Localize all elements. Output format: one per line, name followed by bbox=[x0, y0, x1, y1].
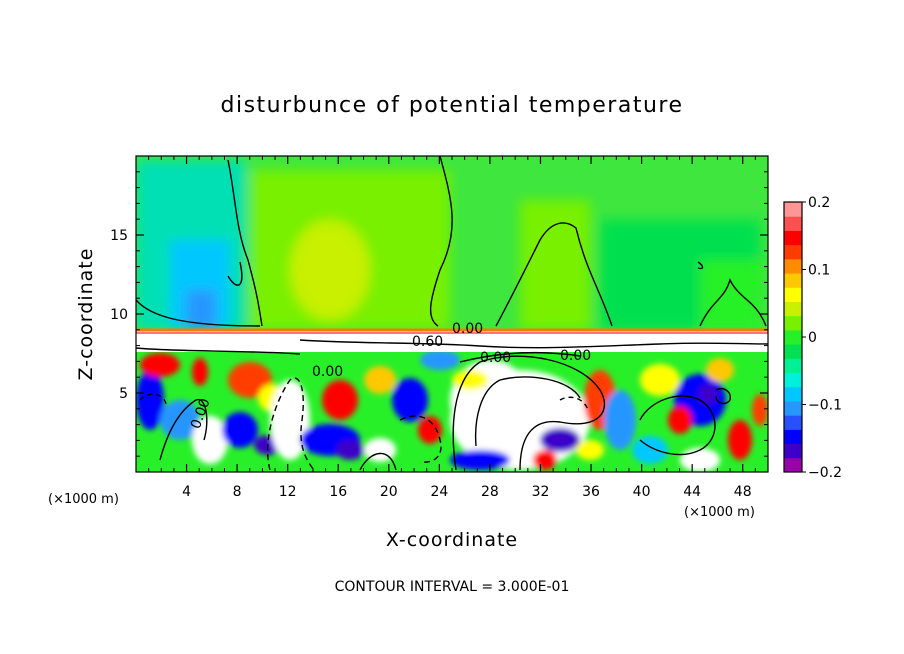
field-blob bbox=[533, 450, 557, 470]
field-blob bbox=[222, 412, 258, 448]
colorbar-swatch bbox=[784, 344, 802, 359]
colorbar-tick-label: 0.2 bbox=[808, 195, 830, 211]
x-unit-right: (×1000 m) bbox=[684, 505, 755, 520]
field-blob bbox=[192, 358, 208, 386]
field-blob bbox=[450, 450, 510, 470]
x-tick-label: 20 bbox=[380, 484, 398, 500]
field-blob bbox=[540, 428, 580, 452]
x-tick-label: 16 bbox=[329, 484, 347, 500]
colorbar-tick-label: 0 bbox=[808, 330, 817, 346]
turbulence-blobs bbox=[136, 350, 768, 472]
y-tick-label: 10 bbox=[110, 307, 128, 323]
x-tick-label: 48 bbox=[734, 484, 752, 500]
contour-label: 0.00 bbox=[452, 321, 483, 337]
field-blob bbox=[140, 353, 180, 377]
field-blob bbox=[192, 416, 228, 464]
y-axis-label: Z-coordinate bbox=[75, 248, 97, 381]
x-axis-label: X-coordinate bbox=[386, 529, 518, 551]
colorbar-swatch bbox=[784, 358, 802, 374]
colorbar-swatch bbox=[784, 372, 802, 388]
chart-title: disturbunce of potential temperature bbox=[221, 93, 684, 118]
y-tick-label: 15 bbox=[110, 228, 128, 244]
field-blob bbox=[452, 370, 488, 390]
x-tick-label: 8 bbox=[233, 484, 242, 500]
field-blob bbox=[228, 362, 272, 398]
upper-layer-shading bbox=[136, 160, 760, 330]
field-blob bbox=[364, 366, 396, 394]
x-unit-left: (×1000 m) bbox=[48, 492, 119, 507]
y-axis: 5 10 15 bbox=[110, 171, 768, 457]
colorbar-swatch bbox=[784, 315, 802, 331]
colorbar-swatch bbox=[784, 230, 802, 246]
contour-lines bbox=[136, 156, 768, 471]
field-blob bbox=[632, 436, 668, 464]
contour-interval-note: CONTOUR INTERVAL = 3.000E-01 bbox=[335, 579, 570, 595]
field-blob bbox=[680, 448, 720, 472]
field-blob bbox=[418, 416, 442, 444]
field-blob bbox=[668, 406, 692, 434]
colorbar-swatch bbox=[784, 386, 802, 402]
plot-area: 0.00 0.60 0.00 0.00 0.00 0.00 bbox=[136, 156, 768, 472]
field-blob bbox=[576, 440, 604, 460]
colorbar-swatch bbox=[784, 457, 802, 473]
colorbar-swatch bbox=[784, 429, 802, 445]
x-tick-label: 32 bbox=[532, 484, 550, 500]
field-blob bbox=[136, 370, 164, 430]
colorbar-swatch bbox=[784, 329, 802, 345]
x-tick-label: 28 bbox=[481, 484, 499, 500]
colorbar: 0.2 0.1 0 −0.1 −0.2 bbox=[783, 195, 842, 481]
x-tick-label: 24 bbox=[430, 484, 448, 500]
y-tick-label: 5 bbox=[119, 386, 128, 402]
x-axis: 4 8 12 16 20 24 28 32 36 40 44 48 bbox=[148, 156, 756, 500]
colorbar-swatch bbox=[784, 244, 802, 260]
contour-label: 0.00 bbox=[560, 348, 591, 364]
colorbar-swatch bbox=[784, 443, 802, 459]
colorbar-swatch bbox=[784, 216, 802, 231]
field-blob bbox=[640, 364, 680, 396]
x-tick-label: 4 bbox=[182, 484, 191, 500]
field-blob bbox=[392, 378, 428, 422]
field-blob bbox=[160, 400, 200, 440]
field-blob bbox=[270, 380, 310, 460]
contour-label: 0.00 bbox=[312, 364, 343, 380]
field-blob bbox=[752, 394, 768, 426]
colorbar-swatch bbox=[784, 415, 802, 430]
field-blob bbox=[698, 384, 718, 404]
x-tick-label: 36 bbox=[582, 484, 600, 500]
field-blob bbox=[322, 380, 358, 420]
colorbar-swatch bbox=[784, 400, 802, 416]
field-blob bbox=[728, 420, 752, 460]
field-blob bbox=[706, 358, 734, 382]
colorbar-swatch bbox=[784, 301, 802, 317]
colorbar-swatch bbox=[784, 273, 802, 288]
x-tick-label: 44 bbox=[683, 484, 701, 500]
colorbar-swatch bbox=[784, 258, 802, 274]
field-blob bbox=[420, 350, 460, 370]
colorbar-swatch bbox=[784, 202, 802, 217]
x-tick-label: 12 bbox=[279, 484, 297, 500]
colorbar-tick-label: −0.1 bbox=[808, 398, 842, 414]
field-blob bbox=[336, 440, 364, 460]
contour-label: 0.00 bbox=[480, 350, 511, 366]
colorbar-swatch bbox=[784, 287, 802, 302]
field-blob bbox=[604, 390, 636, 450]
x-tick-label: 40 bbox=[633, 484, 651, 500]
contour-label: 0.60 bbox=[412, 334, 443, 350]
colorbar-tick-label: 0.1 bbox=[808, 263, 830, 279]
colorbar-tick-label: −0.2 bbox=[808, 465, 842, 481]
